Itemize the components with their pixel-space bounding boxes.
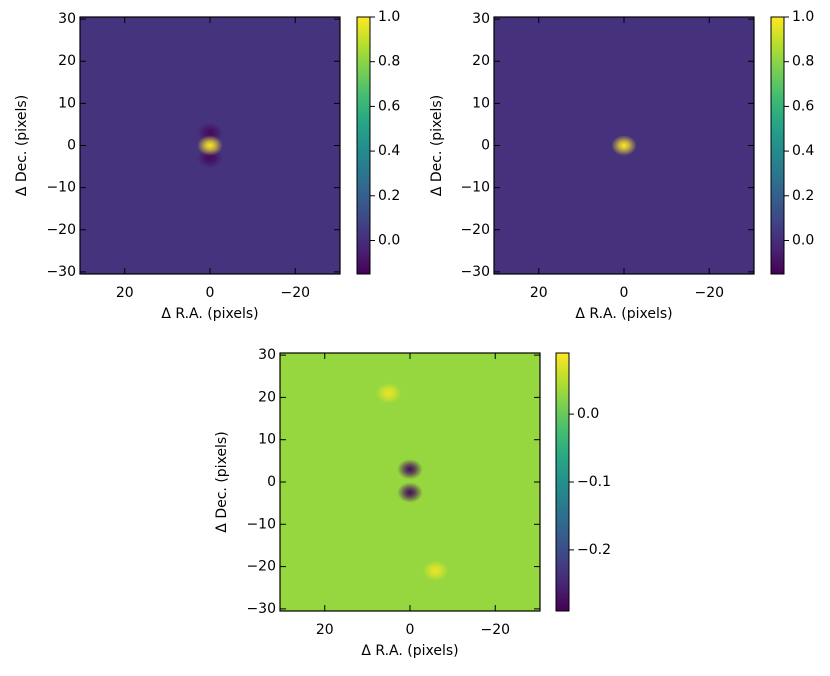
image-background (280, 353, 540, 611)
colorbar-tick-label: −0.2 (577, 542, 611, 558)
colorbar (770, 16, 785, 275)
y-tick-label: −20 (460, 222, 490, 238)
colorbar-tick-label: 0.0 (792, 232, 814, 248)
image (494, 17, 754, 274)
image (80, 17, 340, 274)
y-tick-label: −20 (246, 559, 276, 575)
colorbar-tick-label: 0.2 (378, 188, 400, 204)
source (397, 482, 423, 503)
y-tick-label: 10 (58, 95, 76, 111)
source (197, 135, 223, 156)
y-axis-label: Δ Dec. (pixels) (14, 95, 30, 196)
x-axis-label: Δ R.A. (pixels) (361, 643, 458, 659)
y-tick-label: 0 (67, 138, 76, 154)
source (422, 560, 449, 582)
y-axis-label: Δ Dec. (pixels) (429, 95, 445, 196)
y-tick-label: 20 (258, 389, 276, 405)
x-tick-label: 0 (620, 285, 629, 301)
y-tick-label: −20 (46, 222, 76, 238)
y-tick-label: −10 (460, 180, 490, 196)
x-tick-label: 20 (116, 285, 134, 301)
y-tick-label: 20 (472, 53, 490, 69)
y-tick-label: 10 (472, 95, 490, 111)
y-tick-label: 10 (258, 432, 276, 448)
colorbar-tick-label: 1.0 (792, 9, 814, 25)
y-tick-label: 30 (258, 347, 276, 363)
y-tick-label: −10 (46, 180, 76, 196)
colorbar-tick-label: 1.0 (378, 9, 400, 25)
image (280, 353, 540, 611)
x-axis-label: Δ R.A. (pixels) (161, 306, 258, 322)
y-tick-label: 30 (58, 11, 76, 27)
source (611, 135, 637, 156)
y-tick-label: −30 (246, 601, 276, 617)
colorbar-tick-label: 0.4 (792, 143, 814, 159)
colorbar (555, 352, 570, 612)
x-tick-label: 20 (530, 285, 548, 301)
colorbar-tick-label: 0.2 (792, 188, 814, 204)
colorbar-tick-label: 0.8 (378, 54, 400, 70)
x-tick-label: −20 (694, 285, 724, 301)
source (397, 459, 423, 480)
source (375, 382, 402, 404)
x-tick-label: 20 (316, 622, 334, 638)
colorbar (356, 16, 371, 275)
colorbar-tick-label: 0.4 (378, 143, 400, 159)
colorbar-tick-label: −0.1 (577, 474, 611, 490)
x-tick-label: 0 (406, 622, 415, 638)
colorbar-tick-label: 0.0 (577, 406, 599, 422)
y-tick-label: 30 (472, 11, 490, 27)
x-tick-label: −20 (480, 622, 510, 638)
y-tick-label: 0 (481, 138, 490, 154)
colorbar-tick-label: 0.6 (792, 98, 814, 114)
x-tick-label: −20 (280, 285, 310, 301)
y-tick-label: −30 (46, 264, 76, 280)
y-tick-label: −30 (460, 264, 490, 280)
colorbar-tick-label: 0.0 (378, 232, 400, 248)
x-tick-label: 0 (206, 285, 215, 301)
y-tick-label: 20 (58, 53, 76, 69)
x-axis-label: Δ R.A. (pixels) (575, 306, 672, 322)
y-tick-label: 0 (267, 474, 276, 490)
y-tick-label: −10 (246, 516, 276, 532)
y-axis-label: Δ Dec. (pixels) (214, 431, 230, 532)
colorbar-tick-label: 0.8 (792, 54, 814, 70)
colorbar-tick-label: 0.6 (378, 98, 400, 114)
